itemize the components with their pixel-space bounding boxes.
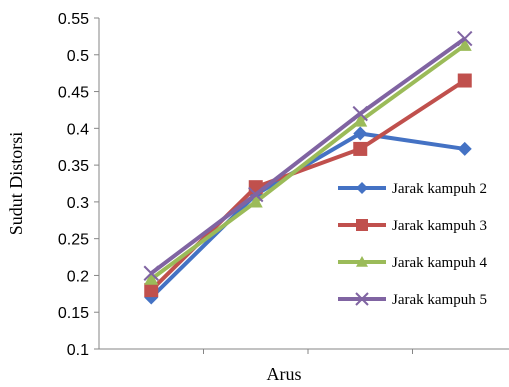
data-point [353, 113, 368, 127]
y-tick-label: 0.1 [67, 342, 89, 359]
data-point [457, 73, 472, 88]
data-point [457, 30, 473, 47]
series-3 [144, 38, 472, 285]
data-point [353, 126, 368, 141]
series-line [150, 43, 466, 281]
y-tick-label: 0.3 [67, 195, 89, 212]
y-axis-ticks: 0.1 0.15 0.2 0.25 0.3 0.35 0.4 0.45 0.5 0.55 [58, 11, 99, 359]
y-tick-label: 0.2 [67, 268, 89, 285]
legend-label: Jarak kampuh 4 [392, 255, 487, 271]
series-4 [143, 30, 473, 281]
legend-item: Jarak kampuh 5 [338, 292, 487, 308]
data-point [457, 38, 472, 51]
x-axis-ticks [203, 349, 413, 354]
series-layer [143, 30, 473, 305]
legend-item: Jarak kampuh 4 [338, 255, 487, 271]
data-point [457, 141, 472, 156]
data-point [353, 141, 368, 156]
y-tick-label: 0.25 [58, 232, 89, 249]
series-line [150, 36, 466, 275]
y-tick-label: 0.5 [67, 48, 89, 65]
data-point [355, 292, 369, 306]
data-point [144, 272, 159, 285]
data-point [144, 283, 159, 298]
legend-label: Jarak kampuh 3 [392, 218, 487, 234]
data-point [356, 256, 368, 267]
legend-label: Jarak kampuh 5 [392, 292, 487, 308]
y-tick-label: 0.55 [58, 11, 89, 28]
legend-item: Jarak kampuh 3 [338, 218, 487, 234]
y-tick-label: 0.15 [58, 305, 89, 322]
data-point [356, 219, 368, 231]
data-point [356, 182, 368, 194]
data-point [352, 105, 368, 122]
data-point [248, 194, 263, 208]
x-axis-title: Arus [267, 364, 302, 384]
y-axis-title: Sudut Distorsi [6, 132, 26, 236]
data-point [248, 186, 264, 203]
y-tick-label: 0.45 [58, 85, 89, 102]
y-tick-label: 0.4 [67, 121, 89, 138]
data-point [143, 265, 159, 281]
series-line [149, 131, 466, 299]
legend-label: Jarak kampuh 2 [392, 181, 487, 197]
legend: Jarak kampuh 2 Jarak kampuh 3 Jarak kampuh… [338, 181, 487, 308]
y-tick-label: 0.35 [58, 158, 89, 175]
legend-item: Jarak kampuh 2 [338, 181, 487, 197]
